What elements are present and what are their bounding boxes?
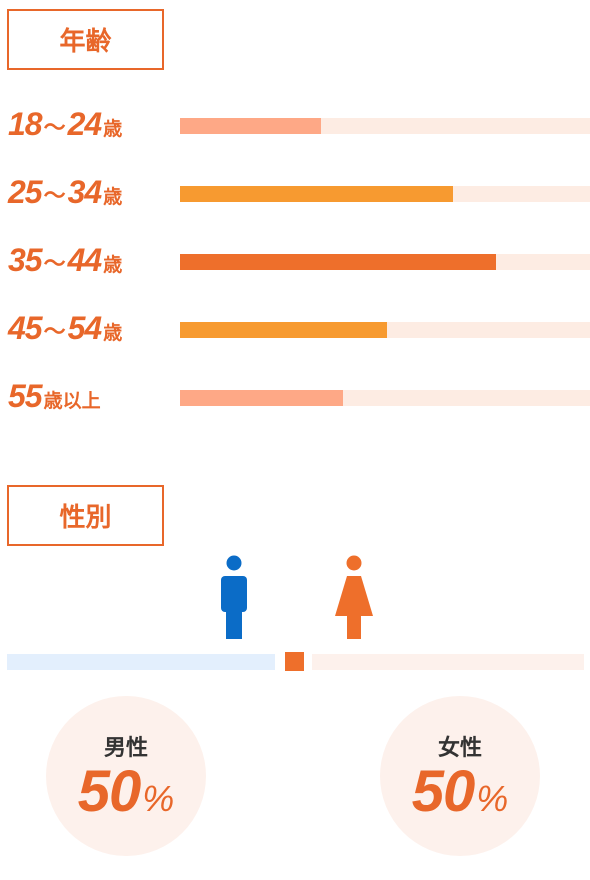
female-label: 女性 (437, 736, 482, 761)
female-percentage-unit: % (476, 778, 509, 819)
age-end-number: 24 (67, 106, 103, 142)
age-row-45-54: 45〜54 歳 (0, 310, 590, 346)
age-section-title: 年齢 (7, 9, 164, 70)
age-label: 25〜34 歳 (8, 174, 122, 211)
male-percentage-unit: % (142, 778, 175, 819)
male-label: 男性 (103, 736, 148, 761)
age-label: 35〜44 歳 (8, 242, 122, 279)
age-unit: 歳以上 (43, 391, 101, 412)
age-bar-track (180, 186, 590, 202)
female-stat-circle: 女性 50% (380, 696, 540, 856)
female-ratio-bar (312, 654, 584, 670)
age-row-35-44: 35〜44 歳 (0, 242, 590, 278)
female-person-icon (335, 555, 373, 639)
female-percentage: 50% (380, 758, 540, 825)
age-bar-fill-18-24 (180, 118, 322, 134)
age-bar-fill-35-44 (180, 254, 496, 270)
age-bar-track (180, 322, 590, 338)
age-row-55-plus: 55 歳以上 (0, 378, 590, 414)
age-unit: 歳 (103, 323, 123, 344)
age-start-number: 55 (8, 378, 43, 414)
age-start-number: 18 (8, 106, 43, 142)
age-range-tilde: 〜 (43, 115, 66, 140)
age-unit: 歳 (103, 255, 123, 276)
age-start-number: 35 (8, 242, 43, 278)
age-label: 45〜54 歳 (8, 310, 122, 347)
age-range-tilde: 〜 (43, 183, 66, 208)
male-person-icon (221, 555, 247, 639)
age-bar-fill-25-34 (180, 186, 453, 202)
ratio-divider-marker (285, 652, 304, 671)
age-bar-track (180, 390, 590, 406)
age-bar-fill-55-plus (180, 390, 344, 406)
male-stat-circle: 男性 50% (46, 696, 206, 856)
age-row-25-34: 25〜34 歳 (0, 174, 590, 210)
age-range-tilde: 〜 (43, 319, 66, 344)
male-percentage: 50% (46, 758, 206, 825)
age-unit: 歳 (103, 187, 123, 208)
age-label: 18〜24 歳 (8, 106, 122, 143)
age-start-number: 25 (8, 174, 43, 210)
age-end-number: 34 (67, 174, 103, 210)
male-percentage-value: 50 (77, 759, 142, 824)
gender-section-title: 性別 (7, 485, 164, 546)
age-bar-track (180, 254, 590, 270)
age-label: 55 歳以上 (8, 378, 101, 415)
age-end-number: 44 (67, 242, 103, 278)
age-row-18-24: 18〜24 歳 (0, 106, 590, 142)
age-bar-fill-45-54 (180, 322, 388, 338)
age-unit: 歳 (103, 119, 123, 140)
age-bar-track (180, 118, 590, 134)
age-range-tilde: 〜 (43, 251, 66, 276)
age-end-number: 54 (67, 310, 103, 346)
age-start-number: 45 (8, 310, 43, 346)
male-ratio-bar (7, 654, 275, 670)
female-percentage-value: 50 (411, 759, 476, 824)
